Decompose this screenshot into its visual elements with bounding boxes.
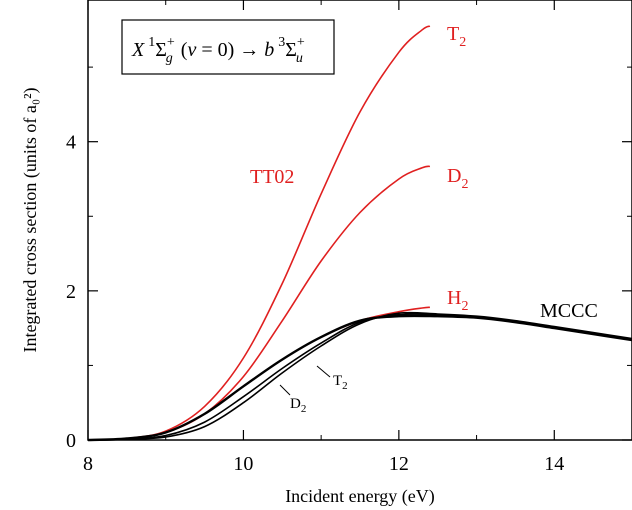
y-tick-label: 2 <box>66 281 76 303</box>
label-t2-red: T2 <box>447 23 466 50</box>
x-tick-label: 12 <box>389 453 409 475</box>
leader-d2 <box>279 384 291 396</box>
leader-t2 <box>316 365 331 378</box>
y-tick-label: 0 <box>66 430 76 452</box>
transition-label-box <box>121 19 335 75</box>
series-line-tt02-d2 <box>87 165 431 441</box>
series-layer <box>87 25 632 442</box>
axis-ticks: 8 10 12 14 0 2 4 <box>66 0 632 475</box>
label-t2-black: T2 <box>333 373 348 392</box>
x-axis-label: Incident energy (eV) <box>285 486 435 507</box>
series-line-tt02-h2 <box>87 306 430 441</box>
series-line-mccc-h2 <box>87 314 632 442</box>
series-line-mccc-d2 <box>87 313 632 441</box>
y-tick-label: 4 <box>66 132 76 154</box>
label-tt02: TT02 <box>250 166 294 188</box>
transition-label: X 1Σ+ g (v = 0) → b 3Σ+ u <box>131 35 305 66</box>
label-mccc: MCCC <box>540 300 598 322</box>
label-d2-red: D2 <box>447 165 468 192</box>
series-line-mccc-t2 <box>87 311 632 441</box>
y-axis-label: Integrated cross section (units of a₀²) <box>20 87 41 352</box>
x-tick-label: 14 <box>544 453 564 475</box>
x-tick-label: 8 <box>83 453 93 475</box>
series-line-tt02-t2 <box>87 25 431 441</box>
label-d2-black: D2 <box>290 396 306 415</box>
plot-frame <box>87 0 632 441</box>
x-tick-label: 10 <box>233 453 253 475</box>
label-h2-red: H2 <box>447 287 468 314</box>
